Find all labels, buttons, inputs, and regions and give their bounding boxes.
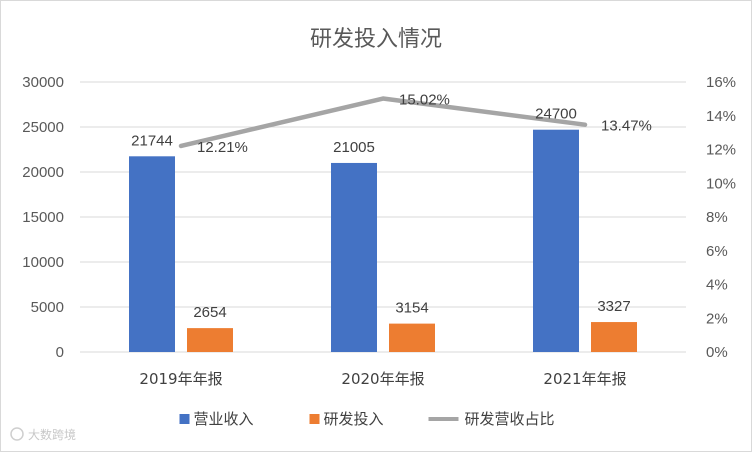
y-right-tick-label: 2% xyxy=(706,310,728,327)
chart-title: 研发投入情况 xyxy=(310,27,442,52)
y-right-tick-label: 10% xyxy=(706,175,736,192)
bar-revenue xyxy=(533,129,579,352)
line-series xyxy=(178,96,588,149)
x-axis: 2019年年报 2020年年报 2021年年报 xyxy=(139,370,626,388)
y-left-tick-label: 15000 xyxy=(22,209,64,226)
watermark-text: 大数跨境 xyxy=(28,427,76,442)
bar-data-label: 3154 xyxy=(395,300,428,317)
line-data-label: 12.21% xyxy=(197,139,248,156)
y-right-tick-label: 0% xyxy=(706,344,728,361)
bar-rd xyxy=(591,322,637,352)
x-tick-label: 2019年年报 xyxy=(139,370,222,388)
line-data-label: 13.47% xyxy=(601,118,652,135)
x-tick-label: 2021年年报 xyxy=(543,370,626,388)
bar-data-label: 21744 xyxy=(131,132,173,149)
y-right-tick-label: 4% xyxy=(706,277,728,294)
y-left-tick-label: 0 xyxy=(56,344,64,361)
bar-data-label: 24700 xyxy=(535,106,577,123)
bar-rd xyxy=(187,328,233,352)
bar-data-label: 21005 xyxy=(333,139,375,156)
bars xyxy=(129,129,637,352)
bar-revenue xyxy=(129,156,175,352)
y-right-tick-label: 6% xyxy=(706,243,728,260)
bar-revenue xyxy=(331,162,377,352)
y-left-tick-label: 10000 xyxy=(22,254,64,271)
legend-label: 研发投入 xyxy=(324,410,384,428)
y-left-tick-label: 5000 xyxy=(31,299,64,316)
line-data-label: 15.02% xyxy=(399,92,450,109)
bar-data-label: 2654 xyxy=(193,304,226,321)
y-right-tick-label: 12% xyxy=(706,142,736,159)
legend: 营业收入 研发投入 研发营收占比 xyxy=(179,410,555,428)
y-left-tick-label: 25000 xyxy=(22,119,64,136)
legend-label: 研发营收占比 xyxy=(465,410,555,428)
legend-label: 营业收入 xyxy=(194,410,254,428)
y-right-tick-label: 14% xyxy=(706,108,736,125)
legend-swatch xyxy=(179,414,190,424)
gridlines xyxy=(80,81,686,353)
x-tick-label: 2020年年报 xyxy=(341,370,424,388)
legend-swatch xyxy=(309,414,320,424)
ratio-line xyxy=(178,96,588,149)
bar-data-label: 3327 xyxy=(597,298,630,315)
bar-rd xyxy=(389,323,435,352)
y-right-tick-label: 16% xyxy=(706,74,736,91)
y-right-tick-label: 8% xyxy=(706,209,728,226)
y-left-tick-label: 20000 xyxy=(22,164,64,181)
data-labels: 21744 21005 24700 2654 3154 3327 12.21% 15.02% 1… xyxy=(131,92,652,322)
y-left-tick-label: 30000 xyxy=(22,74,64,91)
watermark-logo-icon xyxy=(10,427,24,441)
y-axis-left: 0 5000 10000 15000 20000 25000 30000 xyxy=(22,74,64,361)
y-axis-right: 0% 2% 4% 6% 8% 10% 12% 14% 16% xyxy=(706,74,736,361)
watermark: 大数跨境 xyxy=(10,427,76,442)
